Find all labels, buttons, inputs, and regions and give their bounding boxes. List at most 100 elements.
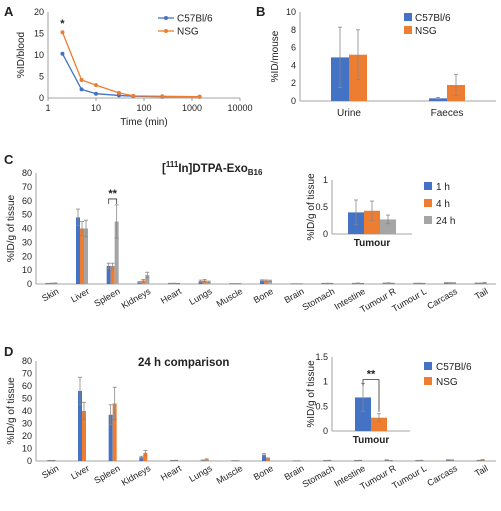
panel-d-inset-ytick-label: 0 [323,426,328,436]
panel-d-category-label: Kidneys [120,463,153,488]
panel-a-significance: * [60,18,65,30]
panel-a-data-point [94,83,98,88]
panel-c-category-label: Tumour L [390,286,428,314]
panel-c-category-label: Muscle [215,286,245,309]
panel-a-data-point [79,87,84,92]
panel-a-xtick-label: 10 [91,103,101,113]
panel-d-ytick-label: 50 [22,394,32,404]
panel-b-category-label: Faeces [431,108,464,119]
panel-d-category-label: Tail [473,463,490,478]
panel-b-legend-swatch [404,13,412,21]
panel-d-category-label: Liver [69,463,91,481]
panel-c-category-label: Kidneys [120,286,153,311]
panel-a-legend-marker [164,29,168,33]
panel-a-data-point [60,51,65,56]
panel-d-ytick-label: 70 [22,369,32,379]
panel-d-bar [108,414,113,461]
panel-c-ytick-label: 70 [22,182,32,192]
panel-c-legend-swatch [424,199,432,207]
panel-c-inset-bar [380,219,396,234]
panel-c-legend-swatch [424,182,432,190]
panel-a-series-line-1 [61,31,200,98]
panel-c-bar [260,280,264,284]
panel-c-inset-x-label: Tumour [354,238,391,249]
panel-d-legend-label: NSG [436,377,458,388]
panel-a-y-label: %ID/blood [16,32,27,78]
panel-a-chart: 0 5 10 15 20 1 10 100 1000 10000 Time (min) %ID/blo… [16,7,253,128]
panel-d-legend-swatch [424,362,432,370]
panel-c-bar [141,280,146,284]
panel-b-ytick-label: 10 [286,7,296,17]
panel-b-ytick-label: 8 [291,25,296,35]
panel-d-category-label: Lungs [187,463,214,484]
panel-c-bar [264,280,268,284]
panel-c-bar [145,274,150,284]
panel-a-data-point [116,90,121,95]
panel-c-title-sub: B16 [248,168,263,177]
panel-c-ytick-label: 20 [22,251,32,261]
panel-d-category-label: Heart [159,463,183,483]
panel-c-legend-label: 1 h [436,182,450,193]
panel-c-inset-bar [364,210,380,234]
panel-a-data-point [94,91,98,96]
panel-b-legend-label: C57Bl/6 [415,13,451,24]
panel-d-bar [82,411,86,461]
panel-c-ytick-label: 40 [22,224,32,234]
panel-d-category-label: Bone [252,463,275,482]
panel-d-bar [112,403,117,461]
panel-letter-d: D [4,344,13,359]
panel-a-data-point [60,30,65,35]
panel-c-bar [80,228,84,284]
panel-c-bar [76,217,80,284]
panel-a-legend-label: NSG [177,27,199,38]
panel-b-ytick-label: 6 [291,43,296,53]
panel-c-category-label: Spleen [92,286,121,309]
panel-c-bar [110,265,115,284]
panel-d-inset-bar [371,417,387,431]
panel-c-category-label: Carcass [425,286,459,311]
panel-d-y-label: %ID/g of tissue [6,377,17,445]
panel-c-ytick-label: 0 [27,279,32,289]
panel-d-bar [143,452,148,461]
panel-c-inset-ytick-label: 0.5 [315,202,328,212]
panel-d-title: 24 h comparison [138,357,229,369]
panel-b-y-label: %ID/mouse [270,30,281,82]
panel-d-ytick-label: 30 [22,419,32,429]
panel-c-category-label: Lungs [187,286,214,307]
panel-c-inset-ytick-label: 0 [323,229,328,239]
panel-d-category-label: Spleen [92,463,121,486]
panel-c-title-start: [ [162,163,166,175]
panel-c-bar [84,228,88,284]
panel-b-bar [429,98,447,101]
panel-d-bar [139,457,144,461]
panel-c-title-mid: In]DTPA-Exo [178,163,247,175]
panel-d-bar [78,391,82,461]
panel-b-ytick-label: 2 [291,78,296,88]
panel-a-xtick-label: 1000 [182,103,202,113]
panel-b-legend-swatch [404,26,412,34]
panel-a-xtick-label: 1 [45,103,50,113]
panel-c-bar [114,221,119,284]
panel-a-data-point [131,93,136,98]
panel-c-category-label: Bone [252,286,275,305]
panel-d-inset-ytick-label: 1 [323,377,328,387]
panel-d-legend-swatch [424,377,432,385]
panel-c-bar [106,265,111,284]
panel-d-category-label: Tumour L [390,463,428,491]
panel-d-bar [266,458,270,461]
panel-d-inset-bar [355,397,371,431]
panel-c-significance-bracket [108,198,118,204]
panel-d-inset-y-label: %ID/g of tissue [306,360,317,428]
panel-a-data-point [160,94,165,99]
panel-c-ytick-label: 60 [22,196,32,206]
panel-c-category-label: Heart [159,286,183,306]
panel-c-category-label: Stomach [301,286,337,312]
panel-d-significance: ** [367,369,376,381]
panel-d-bar [262,454,266,461]
panel-letter-a: A [4,4,14,19]
panel-c-ytick-label: 80 [22,168,32,178]
panel-d-inset-ytick-label: 1.5 [315,352,328,362]
panel-d-legend-label: C57Bl/6 [436,362,472,373]
panel-a-legend-marker [164,16,168,20]
